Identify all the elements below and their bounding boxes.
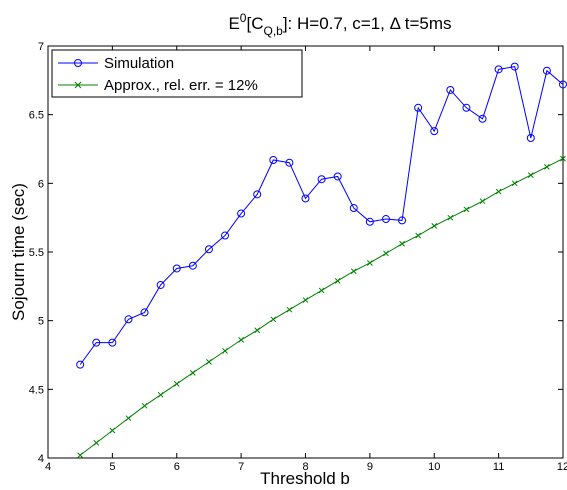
x-tick-label: 4 — [45, 461, 51, 473]
x-tick-label: 6 — [174, 461, 180, 473]
y-axis-label: Sojourn time (sec) — [9, 183, 28, 321]
x-tick-label: 7 — [238, 461, 244, 473]
x-tick-label: 12 — [557, 461, 567, 473]
y-tick-label: 7 — [38, 41, 44, 53]
legend-label-approx: Approx., rel. err. = 12% — [104, 77, 258, 94]
x-tick-label: 5 — [109, 461, 115, 473]
x-tick-label: 10 — [428, 461, 440, 473]
y-tick-label: 4 — [38, 453, 44, 465]
x-tick-label: 11 — [493, 461, 504, 473]
legend-label-simulation: Simulation — [104, 55, 174, 72]
y-tick-label: 5 — [38, 316, 44, 328]
x-tick-label: 9 — [367, 461, 373, 473]
y-tick-label: 6 — [38, 178, 44, 190]
y-tick-label: 6.5 — [29, 110, 44, 122]
legend: Simulation Approx., rel. err. = 12% — [52, 50, 302, 97]
y-tick-label: 5.5 — [29, 247, 44, 259]
x-axis-label: Threshold b — [260, 469, 350, 488]
y-tick-label: 4.5 — [29, 384, 44, 396]
